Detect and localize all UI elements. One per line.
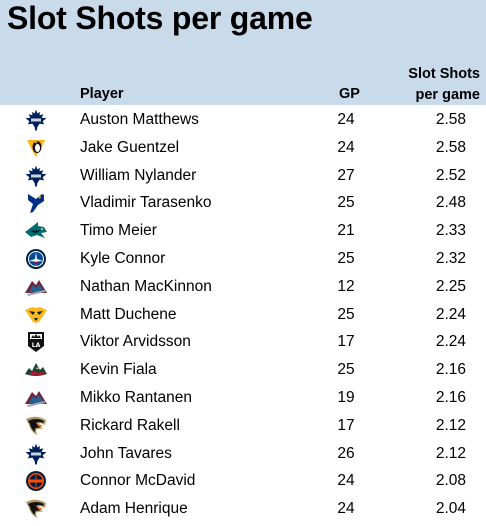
games-played: 25: [337, 249, 355, 267]
table-body: Auston Matthews 24 2.58 Jake Guentzel 24 2.58…: [0, 106, 486, 523]
los-angeles-kings-icon: LA: [24, 331, 48, 353]
table-row: Auston Matthews 24 2.58: [0, 106, 486, 134]
table-row: Kyle Connor 25 2.32: [0, 245, 486, 273]
column-header-gp: GP: [339, 86, 360, 102]
slot-shots-per-game: 2.24: [435, 333, 466, 351]
svg-text:LA: LA: [32, 342, 41, 349]
games-played: 25: [337, 361, 355, 379]
pittsburgh-penguins-icon: [24, 137, 48, 159]
slot-shots-per-game: 2.16: [435, 388, 466, 406]
anaheim-ducks-icon: [24, 498, 48, 520]
minnesota-wild-icon: [24, 359, 48, 381]
games-played: 19: [337, 388, 355, 406]
games-played: 25: [337, 194, 355, 212]
colorado-avalanche-icon: [24, 387, 48, 409]
games-played: 17: [337, 333, 355, 351]
player-name: Viktor Arvidsson: [80, 333, 191, 351]
games-played: 24: [337, 472, 355, 490]
slot-shots-per-game: 2.12: [435, 444, 466, 462]
header-band: Slot Shots per game Player GP Slot Shots…: [0, 0, 486, 105]
slot-shots-per-game: 2.58: [435, 138, 466, 156]
column-header-slot-shots: Slot Shots per game: [360, 64, 480, 106]
games-played: 26: [337, 444, 355, 462]
slot-shots-per-game: 2.32: [435, 249, 466, 267]
table-row: Jake Guentzel 24 2.58: [0, 134, 486, 162]
player-name: William Nylander: [80, 166, 197, 184]
slot-shots-per-game: 2.24: [435, 305, 466, 323]
table-row: John Tavares 26 2.12: [0, 440, 486, 468]
player-name: Mikko Rantanen: [80, 388, 193, 406]
table-row: Matt Duchene 25 2.24: [0, 301, 486, 329]
slot-shots-per-game: 2.52: [435, 166, 466, 184]
st-louis-blues-icon: [24, 192, 48, 214]
player-name: Rickard Rakell: [80, 416, 180, 434]
player-name: Nathan MacKinnon: [80, 277, 212, 295]
table-row: LA Viktor Arvidsson 17 2.24: [0, 328, 486, 356]
games-played: 24: [337, 500, 355, 518]
slot-shots-per-game: 2.16: [435, 361, 466, 379]
colorado-avalanche-icon: [24, 276, 48, 298]
player-name: Auston Matthews: [80, 111, 199, 128]
slot-shots-per-game: 2.58: [435, 111, 466, 128]
slot-shots-per-game: 2.33: [435, 222, 466, 240]
table-row: Connor McDavid 24 2.08: [0, 467, 486, 495]
column-header-slot-shots-line1: Slot Shots: [408, 66, 480, 82]
player-name: Matt Duchene: [80, 305, 177, 323]
table-row: Nathan MacKinnon 12 2.25: [0, 273, 486, 301]
games-played: 25: [337, 305, 355, 323]
player-name: Kevin Fiala: [80, 361, 157, 379]
games-played: 17: [337, 416, 355, 434]
table-row: Adam Henrique 24 2.04: [0, 495, 486, 523]
player-name: Timo Meier: [80, 222, 157, 240]
table-row: Kevin Fiala 25 2.16: [0, 356, 486, 384]
slot-shots-per-game: 2.12: [435, 416, 466, 434]
nashville-predators-icon: [24, 304, 48, 326]
slot-shots-per-game: 2.08: [435, 472, 466, 490]
player-name: Connor McDavid: [80, 472, 196, 490]
slot-shots-per-game: 2.25: [435, 277, 466, 295]
player-name: Jake Guentzel: [80, 138, 180, 156]
slot-shots-per-game: 2.04: [435, 500, 466, 518]
games-played: 24: [337, 111, 355, 128]
player-name: Vladimir Tarasenko: [80, 194, 212, 212]
games-played: 24: [337, 138, 355, 156]
chart-title: Slot Shots per game: [7, 0, 313, 36]
player-name: John Tavares: [80, 444, 172, 462]
games-played: 21: [337, 222, 355, 240]
player-name: Kyle Connor: [80, 249, 166, 267]
slot-shots-per-game: 2.48: [435, 194, 466, 212]
anaheim-ducks-icon: [24, 415, 48, 437]
games-played: 27: [337, 166, 355, 184]
column-header-slot-shots-line2: per game: [415, 87, 480, 103]
toronto-maple-leafs-icon: [24, 165, 48, 187]
table-row: William Nylander 27 2.52: [0, 162, 486, 190]
table-row: Rickard Rakell 17 2.12: [0, 412, 486, 440]
player-name: Adam Henrique: [80, 500, 188, 518]
toronto-maple-leafs-icon: [24, 109, 48, 131]
games-played: 12: [337, 277, 355, 295]
table-row: Mikko Rantanen 19 2.16: [0, 384, 486, 412]
table-row: Vladimir Tarasenko 25 2.48: [0, 189, 486, 217]
table-row: Timo Meier 21 2.33: [0, 217, 486, 245]
column-header-player: Player: [80, 86, 124, 102]
winnipeg-jets-icon: [24, 248, 48, 270]
edmonton-oilers-icon: [24, 470, 48, 492]
toronto-maple-leafs-icon: [24, 443, 48, 465]
san-jose-sharks-icon: [24, 220, 48, 242]
